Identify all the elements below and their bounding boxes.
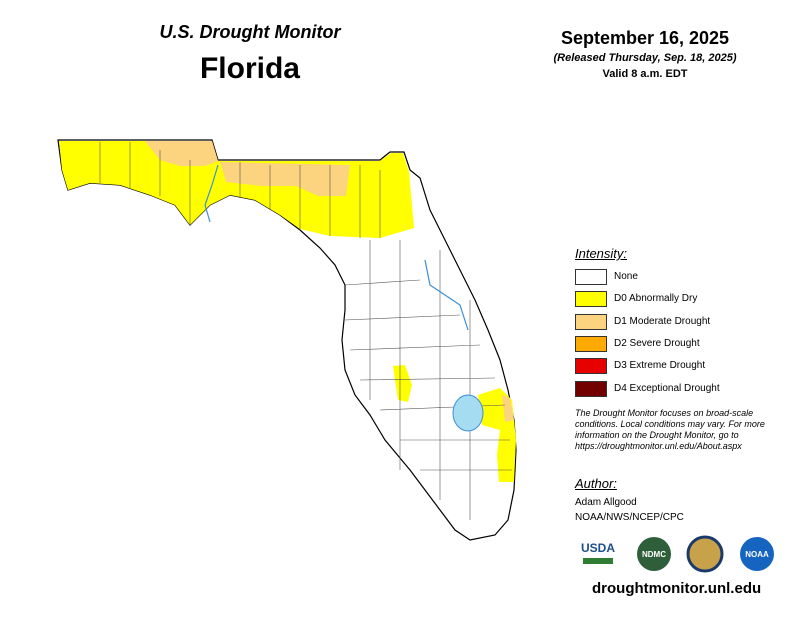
legend-swatch	[575, 313, 607, 330]
lake-okeechobee	[452, 394, 484, 432]
logos: USDA NDMC NOAA	[581, 535, 774, 573]
title: U.S. Drought Monitor	[159, 22, 341, 42]
note-line: conditions. Local conditions may vary. F…	[575, 419, 765, 429]
legend-label: D4 Exceptional Drought	[614, 382, 720, 394]
legend-label: None	[614, 271, 638, 282]
valid-time: Valid 8 a.m. EDT	[602, 68, 688, 80]
d0-west-blob	[393, 365, 412, 402]
note-line: https://droughtmonitor.unl.edu/About.asp…	[575, 441, 742, 451]
release-date: (Released Thursday, Sep. 18, 2025)	[553, 52, 737, 64]
legend-title: Intensity:	[575, 246, 628, 261]
legend-label: D0 Abnormally Dry	[614, 293, 698, 305]
legend-label: D2 Severe Drought	[614, 337, 700, 349]
state-name: Florida	[199, 52, 300, 85]
ndmc-logo	[637, 537, 671, 571]
author-title: Author:	[575, 476, 617, 491]
river	[204, 164, 469, 331]
legend-swatch	[575, 335, 607, 352]
d0-north-region	[59, 141, 414, 238]
usda-logo-base	[583, 558, 613, 564]
county-lines	[99, 142, 512, 520]
legend-swatch	[575, 358, 607, 375]
florida-map	[57, 139, 517, 541]
doc-logo	[686, 535, 724, 573]
legend-label: D1 Moderate Drought	[614, 315, 711, 327]
noaa-logo	[740, 537, 774, 571]
d1-east-coast	[502, 395, 514, 422]
note-line: The Drought Monitor focuses on broad-sca…	[575, 408, 754, 418]
legend-swatch	[575, 269, 607, 285]
website: droughtmonitor.unl.edu	[592, 580, 762, 597]
d1-region-west	[145, 141, 218, 166]
noaa-logo-text: NOAA	[745, 550, 769, 559]
legend-label: D3 Extreme Drought	[614, 360, 706, 372]
d1-region-central	[220, 162, 350, 196]
author-org: NOAA/NWS/NCEP/CPC	[575, 512, 684, 523]
author-name: Adam Allgood	[575, 497, 637, 508]
usda-logo-text: USDA	[581, 541, 615, 555]
legend-swatch	[575, 291, 607, 308]
note-line: information on the Drought Monitor, go t…	[575, 430, 739, 440]
ndmc-logo-text: NDMC	[642, 550, 666, 559]
map-date: September 16, 2025	[560, 28, 730, 48]
legend-swatch	[575, 380, 607, 397]
